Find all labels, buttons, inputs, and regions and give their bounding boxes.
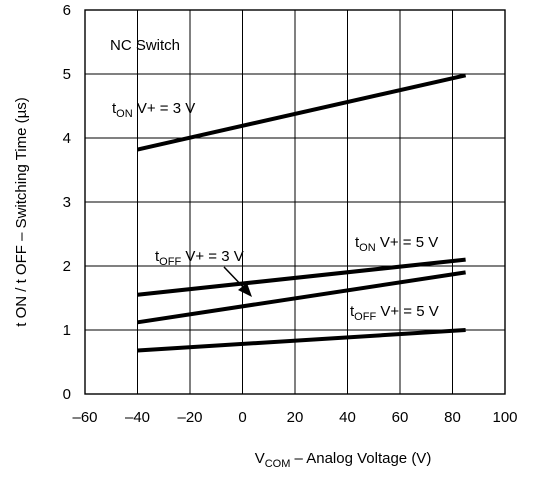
plot-frame — [84, 9, 506, 395]
series-label-2: tON V+ = 5 V — [355, 234, 438, 254]
x-tick-label: 60 — [392, 409, 409, 426]
y-tick-label: 0 — [63, 386, 71, 403]
y-tick-label: 6 — [63, 2, 71, 19]
y-axis-label: t ON / t OFF – Switching Time (µs) — [13, 97, 30, 327]
series-line-2 — [137, 257, 466, 297]
x-tick-label: 40 — [339, 409, 356, 426]
y-tick-label: 1 — [63, 322, 71, 339]
series-label-1: tON V+ = 3 V — [112, 100, 195, 120]
series-label-3: tOFF V+ = 3 V — [155, 248, 244, 268]
x-tick-label: –60 — [72, 409, 97, 426]
x-tick-label: 100 — [492, 409, 517, 426]
x-tick-label: –40 — [125, 409, 150, 426]
series-line-1 — [137, 73, 467, 152]
annotation-nc-switch: NC Switch — [110, 37, 180, 54]
x-tick-label: 80 — [444, 409, 461, 426]
series-line-3 — [137, 270, 466, 325]
annotation-arrow-line — [223, 266, 247, 291]
x-axis-label: VCOM – Analog Voltage (V) — [255, 450, 432, 470]
series-line-4 — [137, 328, 466, 353]
series-label-4: tOFF V+ = 5 V — [350, 303, 439, 323]
y-tick-label: 2 — [63, 258, 71, 275]
x-tick-label: 0 — [238, 409, 246, 426]
y-tick-label: 3 — [63, 194, 71, 211]
y-tick-label: 4 — [63, 130, 71, 147]
annotation-arrow-head — [238, 283, 252, 297]
y-tick-label: 5 — [63, 66, 71, 83]
x-tick-label: –20 — [177, 409, 202, 426]
x-tick-label: 20 — [287, 409, 304, 426]
